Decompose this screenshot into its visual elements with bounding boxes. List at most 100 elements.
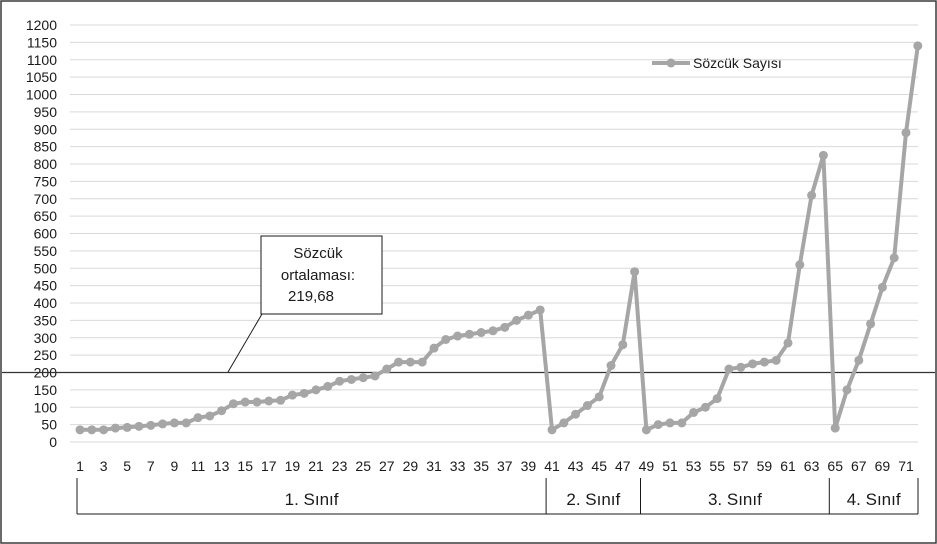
x-tick-label: 53 bbox=[686, 458, 702, 474]
data-point bbox=[913, 41, 923, 51]
x-tick-label: 25 bbox=[355, 458, 371, 474]
x-tick-label: 15 bbox=[237, 458, 253, 474]
annotation-leader-line bbox=[227, 313, 263, 373]
data-point bbox=[582, 401, 592, 411]
data-point bbox=[630, 267, 640, 277]
y-tick-label: 700 bbox=[34, 191, 58, 207]
data-point bbox=[287, 390, 297, 400]
y-tick-label: 800 bbox=[34, 156, 58, 172]
data-point bbox=[771, 355, 781, 365]
category-groups: 1. Sınıf 2. Sınıf 3. Sınıf 4. Sınıf bbox=[76, 478, 919, 515]
x-tick-label: 13 bbox=[214, 458, 230, 474]
data-point bbox=[795, 260, 805, 270]
x-tick-label: 61 bbox=[780, 458, 796, 474]
y-tick-label: 150 bbox=[34, 382, 58, 398]
data-point bbox=[476, 328, 486, 338]
x-tick-label: 51 bbox=[662, 458, 678, 474]
group-label: 4. Sınıf bbox=[847, 490, 901, 509]
data-point bbox=[228, 399, 238, 409]
data-point bbox=[559, 418, 569, 428]
data-point bbox=[193, 413, 203, 423]
data-point bbox=[181, 418, 191, 428]
x-tick-label: 59 bbox=[757, 458, 773, 474]
data-point bbox=[736, 362, 746, 372]
data-point bbox=[512, 315, 522, 325]
data-point bbox=[134, 421, 144, 431]
x-tick-label: 47 bbox=[615, 458, 631, 474]
data-point bbox=[842, 385, 852, 395]
data-point bbox=[169, 418, 179, 428]
data-point bbox=[889, 253, 899, 263]
x-tick-label: 41 bbox=[544, 458, 560, 474]
group-label: 1. Sınıf bbox=[285, 490, 339, 509]
legend-label: Sözcük Sayısı bbox=[693, 55, 782, 71]
legend: Sözcük Sayısı bbox=[652, 55, 782, 71]
y-tick-label: 50 bbox=[41, 417, 57, 433]
x-tick-label: 31 bbox=[426, 458, 442, 474]
data-point bbox=[700, 402, 710, 412]
x-tick-label: 3 bbox=[100, 458, 108, 474]
data-point bbox=[205, 411, 215, 421]
data-point bbox=[441, 334, 451, 344]
x-tick-label: 33 bbox=[450, 458, 466, 474]
data-point bbox=[818, 150, 828, 160]
data-point bbox=[217, 406, 227, 416]
data-point bbox=[323, 381, 333, 391]
y-axis: 0501001502002503003504004505005506006507… bbox=[26, 17, 57, 450]
x-tick-label: 1 bbox=[76, 458, 84, 474]
x-tick-label: 49 bbox=[639, 458, 655, 474]
x-tick-label: 57 bbox=[733, 458, 749, 474]
annotation-callout: Sözcük ortalaması: 219,68 bbox=[227, 235, 383, 373]
data-point bbox=[500, 322, 510, 332]
data-point bbox=[712, 394, 722, 404]
data-point bbox=[618, 340, 628, 350]
x-tick-label: 5 bbox=[123, 458, 131, 474]
x-tick-label: 69 bbox=[875, 458, 891, 474]
data-point bbox=[87, 425, 97, 435]
y-tick-label: 400 bbox=[34, 295, 58, 311]
x-tick-label: 67 bbox=[851, 458, 867, 474]
y-tick-label: 1050 bbox=[26, 69, 57, 85]
data-point bbox=[464, 329, 474, 339]
x-tick-label: 7 bbox=[147, 458, 155, 474]
data-point bbox=[866, 319, 876, 329]
x-tick-label: 37 bbox=[497, 458, 513, 474]
data-point bbox=[122, 422, 132, 432]
data-point bbox=[453, 331, 463, 341]
y-tick-label: 500 bbox=[34, 260, 58, 276]
y-tick-label: 750 bbox=[34, 173, 58, 189]
x-tick-label: 27 bbox=[379, 458, 395, 474]
data-point bbox=[807, 190, 817, 200]
data-point bbox=[264, 396, 274, 406]
y-tick-label: 1000 bbox=[26, 87, 57, 103]
y-tick-label: 0 bbox=[49, 434, 57, 450]
data-point bbox=[488, 326, 498, 336]
data-point bbox=[417, 357, 427, 367]
x-tick-label: 17 bbox=[261, 458, 277, 474]
y-tick-label: 1100 bbox=[27, 52, 57, 68]
data-point bbox=[158, 419, 168, 429]
x-tick-label: 29 bbox=[403, 458, 419, 474]
data-point bbox=[830, 423, 840, 433]
data-point bbox=[523, 310, 533, 320]
data-point bbox=[382, 364, 392, 374]
x-tick-label: 65 bbox=[827, 458, 843, 474]
annotation-line-3: 219,68 bbox=[288, 288, 334, 305]
data-point bbox=[276, 395, 286, 405]
x-tick-label: 23 bbox=[332, 458, 348, 474]
y-tick-label: 900 bbox=[34, 121, 58, 137]
y-tick-label: 850 bbox=[34, 139, 58, 155]
data-point bbox=[854, 355, 864, 365]
y-tick-label: 650 bbox=[34, 208, 58, 224]
data-point bbox=[594, 392, 604, 402]
series-layer bbox=[75, 41, 923, 435]
annotation-line-2: ortalaması: bbox=[281, 267, 355, 284]
data-point bbox=[641, 425, 651, 435]
data-point bbox=[311, 385, 321, 395]
x-tick-label: 55 bbox=[709, 458, 725, 474]
y-tick-label: 600 bbox=[34, 226, 58, 242]
x-tick-label: 9 bbox=[171, 458, 179, 474]
data-point bbox=[110, 423, 120, 433]
